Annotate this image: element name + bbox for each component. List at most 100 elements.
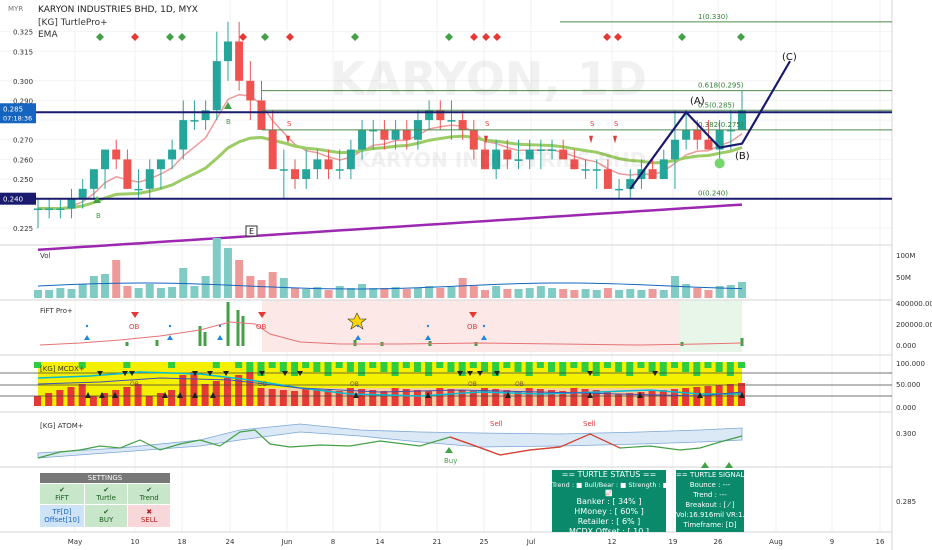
fift-bar	[155, 340, 159, 346]
mcdx-banker-bar	[268, 389, 276, 406]
sell-arrow	[613, 135, 617, 144]
sell-arrow	[589, 135, 593, 144]
volume-bar	[637, 290, 646, 298]
mcdx-hmoney-bar	[369, 362, 377, 368]
mcdx-banker-bar	[45, 393, 53, 406]
volume-bar	[548, 288, 557, 298]
signal-diamonds: B B S S S S	[93, 33, 745, 220]
settings-timeframe: TF[D] Offset[10]	[39, 504, 85, 528]
volume-bar	[123, 286, 132, 298]
mcdx-banker-bar	[223, 378, 231, 406]
volume-bar	[492, 286, 501, 298]
mcdx-banker-bar	[190, 372, 198, 406]
mcdx-hmoney-bar	[480, 362, 488, 372]
turtle-timeframe: Timeframe: [D]	[683, 521, 737, 529]
time-label: Aug	[769, 538, 783, 546]
mcdx-up-arrow	[697, 392, 703, 398]
candle-body	[469, 129, 478, 150]
fift-dot	[356, 324, 360, 328]
mcdx-hmoney-bar	[346, 362, 354, 372]
symbol-title[interactable]: KARYON INDUSTRIES BHD, 1D, MYX	[38, 5, 198, 15]
mcdx-banker-bar	[492, 389, 500, 406]
mcdx-hmoney-bar	[235, 362, 243, 368]
mcdx-hmoney-bar	[313, 362, 321, 372]
wave-label-c: (C)	[782, 52, 797, 63]
mcdx-down-arrow	[652, 371, 658, 376]
volume-bar	[358, 284, 367, 298]
fib-retracement[interactable]: 1(0.330) 0.618(0.295) 0.5(0.285) 0.382(0.27…	[0, 13, 892, 200]
mcdx-banker-bar	[179, 375, 187, 406]
volume-bar	[145, 284, 154, 298]
atom-band	[37, 423, 743, 459]
atom-up-arrow	[725, 462, 733, 468]
check-icon: ✔	[103, 508, 110, 516]
mcdx-banker-bar	[592, 390, 600, 406]
mcdx-hmoney-bar	[704, 362, 712, 368]
candle-body	[268, 129, 277, 170]
fift-bar	[198, 326, 202, 346]
alert-tick: 0.285	[896, 498, 916, 506]
elliott-wave-lines[interactable]: (A) (B) (C) E	[245, 52, 797, 237]
signal-diamond	[178, 33, 186, 41]
candle-body	[570, 159, 579, 170]
indicator-ema[interactable]: EMA	[38, 30, 58, 40]
buy-label: B	[226, 118, 231, 126]
price-tick: 0.270	[13, 137, 33, 145]
signal-diamond	[239, 33, 247, 41]
fift-line	[39, 321, 743, 346]
candle-body	[235, 41, 244, 81]
signal-diamond	[737, 33, 745, 41]
volume-bar	[112, 260, 121, 298]
mcdx-up-arrow	[210, 392, 216, 398]
indicator-turtlepro[interactable]: [KG] TurtlePro+	[38, 18, 108, 28]
candle-body	[581, 169, 590, 171]
candle-body	[391, 129, 400, 140]
fib-level-label: 1(0.330)	[698, 13, 728, 21]
price-tick: 0.290	[13, 97, 33, 105]
mcdx-hmoney-bar	[246, 362, 254, 372]
mcdx-hmoney-bar	[492, 362, 500, 376]
candle-body	[212, 61, 221, 111]
mcdx-tick: 50.000	[896, 381, 921, 389]
candle-body	[559, 149, 568, 160]
candle-body	[201, 110, 210, 121]
turtle-breakout: Breakout : [ ⁄ ]	[685, 501, 735, 509]
candle-body	[492, 149, 501, 170]
fift-tick: 0.000	[896, 342, 916, 350]
settings-buy: ✔ BUY	[83, 504, 129, 528]
mcdx-down-arrow	[467, 371, 473, 376]
mcdx-down-arrow	[477, 371, 483, 376]
turtle-offset: MCDX Offset : [ 10 ]	[569, 527, 649, 536]
mcdx-banker-bar	[257, 388, 265, 406]
mcdx-panel-marks: OB OB OB OB OB	[0, 362, 892, 406]
candle-body	[682, 129, 691, 140]
mcdx-banker-bar	[559, 391, 567, 406]
wave-b-dot	[714, 158, 725, 169]
mcdx-banker-bar	[726, 384, 734, 406]
mcdx-ob-label: OB	[350, 381, 359, 388]
mcdx-hmoney-bar	[291, 362, 299, 376]
mcdx-up-arrow	[177, 392, 183, 398]
fift-dot	[426, 324, 430, 328]
volume-bar	[78, 284, 87, 298]
fift-bar	[241, 316, 245, 346]
star-icon	[347, 312, 367, 330]
volume-bar	[56, 288, 65, 298]
volume-bar	[469, 286, 478, 298]
mcdx-down-arrow	[129, 371, 135, 376]
fift-dot	[482, 324, 486, 328]
mcdx-banker-bar	[380, 391, 388, 406]
mcdx-down-arrow	[587, 371, 593, 376]
mcdx-hmoney-bar	[603, 362, 611, 368]
time-label: 21	[433, 538, 442, 546]
settings-sell: ✖ SELL	[127, 504, 171, 528]
mcdx-hmoney-bar	[715, 362, 723, 372]
mcdx-hmoney-bar	[257, 362, 265, 376]
mcdx-banker-bar	[324, 390, 332, 406]
turtle-status-box: == TURTLE STATUS == Trend : ■ Bull/Bear …	[552, 470, 669, 536]
turtle-retailer: Retailer : [ 6% ]	[577, 517, 641, 526]
mcdx-hmoney-bar	[436, 362, 444, 368]
mcdx-hmoney-bar	[358, 362, 366, 376]
